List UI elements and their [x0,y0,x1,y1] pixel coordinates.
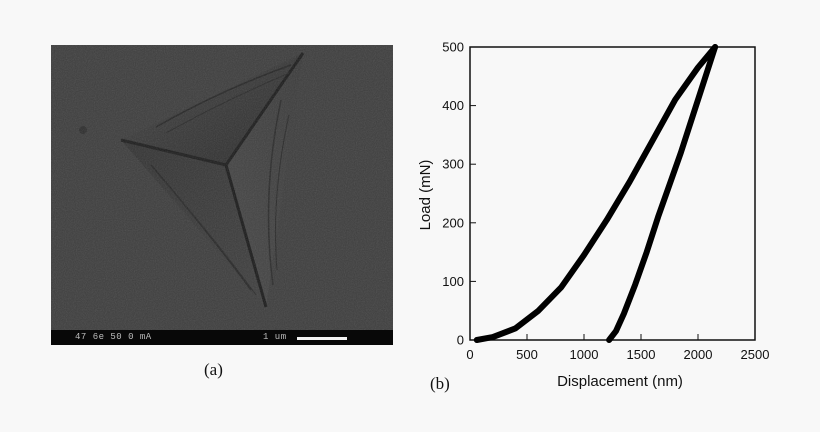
loading-curve [473,44,719,343]
x-tick-label: 0 [466,347,473,362]
scale-bar [297,337,347,340]
x-axis: 0 500 1000 1500 2000 2500 [466,334,769,362]
x-axis-label: Displacement (nm) [557,373,683,390]
panel-label-a: (a) [204,360,223,379]
x-tick-label: 500 [516,347,538,362]
sem-info-text: 47 6e 50 0 mA [75,332,152,342]
y-tick-label: 0 [457,333,464,348]
y-tick-label: 400 [442,98,464,113]
sem-data-bar: 47 6e 50 0 mA 1 um [51,330,393,345]
y-tick-label: 100 [442,274,464,289]
x-tick-label: 2500 [741,347,770,362]
x-tick-label: 1500 [627,347,656,362]
y-tick-label: 300 [442,157,464,172]
series-layer [473,44,719,343]
plot-frame [469,46,756,341]
panel-label-b: (b) [430,374,450,393]
y-axis-label: Load (mN) [417,160,434,231]
y-axis: 0 100 200 300 400 500 [442,40,476,348]
sem-micrograph: 47 6e 50 0 mA 1 um [51,45,393,345]
x-tick-label: 1000 [570,347,599,362]
y-tick-label: 200 [442,215,464,230]
y-tick-label: 500 [442,40,464,55]
x-tick-label: 2000 [684,347,713,362]
load-displacement-chart: 0 500 1000 1500 2000 2500 0 100 200 300 400 500 Di… [417,40,769,391]
indentation-image [51,45,393,345]
unloading-curve [606,44,719,343]
sem-scale-text: 1 um [263,332,287,342]
